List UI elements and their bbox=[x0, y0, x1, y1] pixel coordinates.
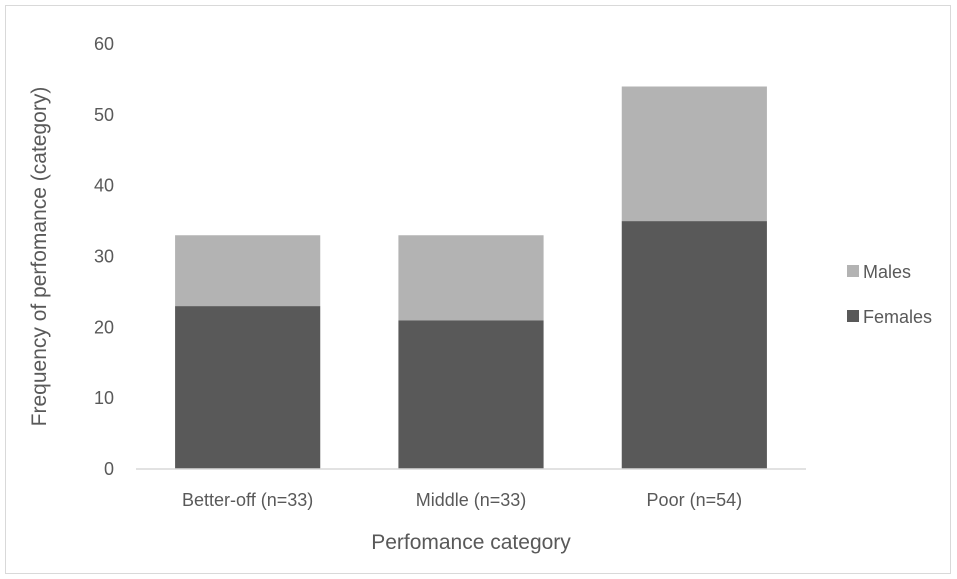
y-tick-label: 30 bbox=[94, 247, 114, 267]
y-tick-label: 10 bbox=[94, 388, 114, 408]
chart-frame: 0 10 20 30 40 50 60 Better-off (n=33) Middle (n… bbox=[5, 5, 951, 574]
bar-males-0 bbox=[175, 235, 321, 307]
x-tick-label: Better-off (n=33) bbox=[182, 490, 313, 510]
bar-males-2 bbox=[621, 86, 767, 222]
bars bbox=[175, 86, 767, 469]
y-tick-label: 60 bbox=[94, 34, 114, 54]
legend: Males Females bbox=[847, 262, 932, 327]
y-axis-title: Frequency of perfomance (category) bbox=[28, 87, 51, 427]
bar-females-1 bbox=[398, 320, 544, 469]
legend-label-males: Males bbox=[863, 262, 911, 282]
legend-label-females: Females bbox=[863, 307, 932, 327]
x-axis-ticks: Better-off (n=33) Middle (n=33) Poor (n=54… bbox=[182, 490, 742, 510]
legend-swatch-males bbox=[847, 265, 859, 277]
y-tick-label: 40 bbox=[94, 176, 114, 196]
y-tick-label: 50 bbox=[94, 105, 114, 125]
x-tick-label: Middle (n=33) bbox=[416, 490, 527, 510]
bar-females-0 bbox=[175, 306, 321, 469]
y-tick-label: 20 bbox=[94, 317, 114, 337]
x-tick-label: Poor (n=54) bbox=[647, 490, 743, 510]
bar-males-1 bbox=[398, 235, 544, 321]
bar-females-2 bbox=[621, 221, 767, 469]
chart-svg: 0 10 20 30 40 50 60 Better-off (n=33) Middle (n… bbox=[28, 34, 932, 554]
x-axis-title: Perfomance category bbox=[371, 531, 571, 554]
y-axis-ticks: 0 10 20 30 40 50 60 bbox=[94, 34, 114, 479]
legend-swatch-females bbox=[847, 310, 859, 322]
y-tick-label: 0 bbox=[104, 459, 114, 479]
